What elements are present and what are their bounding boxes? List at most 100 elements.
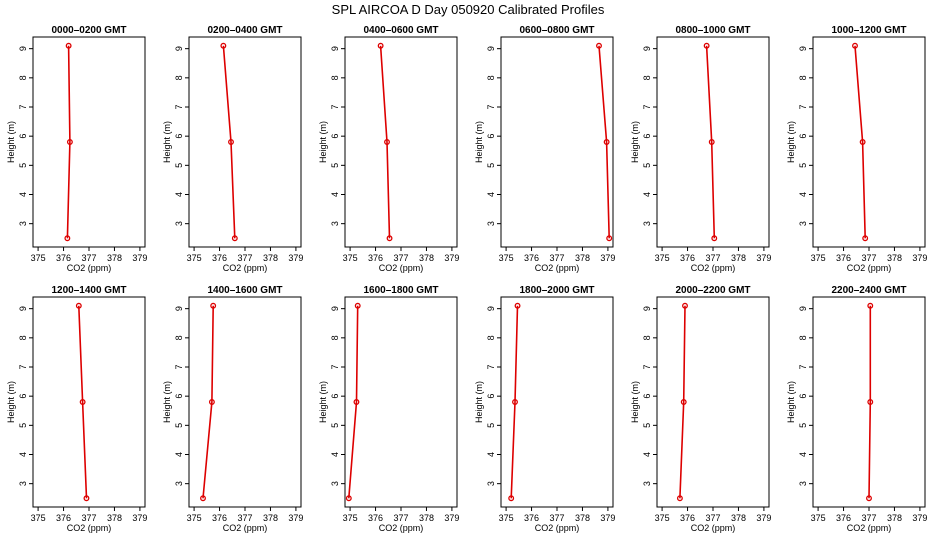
x-tick-label: 375: [499, 253, 514, 263]
x-axis-label: CO2 (ppm): [847, 263, 892, 273]
x-tick-label: 375: [811, 513, 826, 523]
y-tick-label: 5: [330, 423, 340, 428]
y-tick-label: 4: [798, 452, 808, 457]
x-tick-label: 378: [419, 253, 434, 263]
plot-frame: [500, 36, 614, 248]
data-point: [353, 399, 360, 405]
x-tick-label: 377: [81, 513, 96, 523]
x-tick-label: 375: [655, 253, 670, 263]
x-tick-label: 375: [31, 513, 46, 523]
x-tick-label: 375: [31, 253, 46, 263]
data-point: [867, 399, 874, 405]
chart-panel: 0200–0400 GMT 375 376 377 378 379 3 4 5 6 7 8 9 CO2 (…: [162, 25, 303, 273]
y-tick-label: 6: [18, 134, 28, 139]
y-tick-label: 7: [486, 104, 496, 109]
y-tick-label: 9: [174, 306, 184, 311]
x-tick-label: 377: [393, 253, 408, 263]
y-tick-label: 9: [18, 46, 28, 51]
y-axis-label: Height (m): [6, 121, 16, 163]
y-tick-label: 8: [18, 335, 28, 340]
data-point: [384, 139, 390, 145]
y-tick-label: 3: [330, 481, 340, 486]
x-tick-label: 378: [263, 253, 278, 263]
y-axis-label: Height (m): [786, 121, 796, 163]
y-tick-label: 6: [174, 394, 184, 399]
plot-frame: [32, 296, 146, 508]
y-tick-label: 6: [330, 134, 340, 139]
profile-line: [78, 305, 88, 499]
y-tick-label: 9: [330, 306, 340, 311]
y-tick-label: 7: [174, 364, 184, 369]
x-tick-label: 379: [288, 253, 303, 263]
x-tick-label: 376: [680, 513, 695, 523]
x-tick-label: 378: [887, 513, 902, 523]
y-tick-label: 5: [174, 423, 184, 428]
panel-title: 0000–0200 GMT: [51, 25, 126, 36]
data-point: [862, 235, 869, 242]
data-point: [210, 302, 217, 309]
plot-frame: [188, 36, 302, 248]
y-tick-label: 8: [798, 335, 808, 340]
plot-frame: [32, 36, 146, 248]
panel-title: 1600–1800 GMT: [363, 285, 438, 296]
y-tick-label: 7: [174, 104, 184, 109]
data-point: [859, 139, 866, 145]
y-tick-label: 6: [642, 394, 652, 399]
y-axis-label: Height (m): [318, 121, 328, 163]
x-tick-label: 377: [237, 253, 252, 263]
y-tick-label: 7: [486, 364, 496, 369]
y-tick-label: 4: [174, 192, 184, 197]
y-tick-label: 3: [642, 221, 652, 226]
panel-title: 1400–1600 GMT: [207, 285, 282, 296]
x-tick-label: 379: [912, 253, 927, 263]
x-tick-label: 376: [56, 513, 71, 523]
x-tick-label: 377: [705, 253, 720, 263]
x-tick-label: 379: [132, 253, 147, 263]
y-tick-label: 5: [486, 423, 496, 428]
y-tick-label: 9: [486, 46, 496, 51]
plot-frame: [812, 36, 926, 248]
y-tick-label: 5: [798, 163, 808, 168]
y-tick-label: 3: [18, 221, 28, 226]
y-tick-label: 6: [486, 394, 496, 399]
chart-panel: 2200–2400 GMT 375 376 377 378 379 3 4 5 6 7 8 9 CO2 (…: [786, 285, 927, 533]
figure-title: SPL AIRCOA D Day 050920 Calibrated Profi…: [332, 2, 605, 17]
plot-frame: [344, 296, 458, 508]
y-tick-label: 9: [486, 306, 496, 311]
profile-line: [66, 45, 71, 239]
x-tick-label: 378: [263, 513, 278, 523]
y-tick-label: 8: [174, 335, 184, 340]
y-tick-label: 8: [330, 335, 340, 340]
x-axis-label: CO2 (ppm): [223, 263, 268, 273]
x-tick-label: 379: [600, 253, 615, 263]
y-tick-label: 7: [642, 104, 652, 109]
y-tick-label: 5: [330, 163, 340, 168]
panel-title: 0800–1000 GMT: [675, 25, 750, 36]
y-tick-label: 9: [642, 46, 652, 51]
x-tick-label: 379: [756, 253, 771, 263]
x-tick-label: 379: [132, 513, 147, 523]
x-tick-label: 375: [655, 513, 670, 523]
y-tick-label: 7: [798, 104, 808, 109]
data-point: [703, 42, 710, 49]
y-tick-label: 3: [486, 481, 496, 486]
y-tick-label: 8: [642, 335, 652, 340]
y-tick-label: 4: [330, 192, 340, 197]
x-tick-label: 376: [680, 253, 695, 263]
chart-panel: 0000–0200 GMT 375 376 377 378 379 3 4 5 6 7 8 9 CO2 (…: [6, 25, 147, 273]
panel-title: 0400–0600 GMT: [363, 25, 438, 36]
x-tick-label: 376: [836, 513, 851, 523]
profile-line: [854, 45, 866, 239]
y-tick-label: 6: [642, 134, 652, 139]
data-point: [83, 495, 90, 502]
data-point: [508, 495, 515, 502]
y-axis-label: Height (m): [6, 381, 16, 423]
profile-line: [379, 45, 391, 239]
y-axis-label: Height (m): [162, 121, 172, 163]
profile-line: [868, 305, 872, 499]
profile-line: [510, 305, 519, 499]
y-tick-label: 8: [798, 75, 808, 80]
y-tick-label: 6: [798, 134, 808, 139]
y-axis-label: Height (m): [474, 121, 484, 163]
x-axis-label: CO2 (ppm): [847, 523, 892, 533]
